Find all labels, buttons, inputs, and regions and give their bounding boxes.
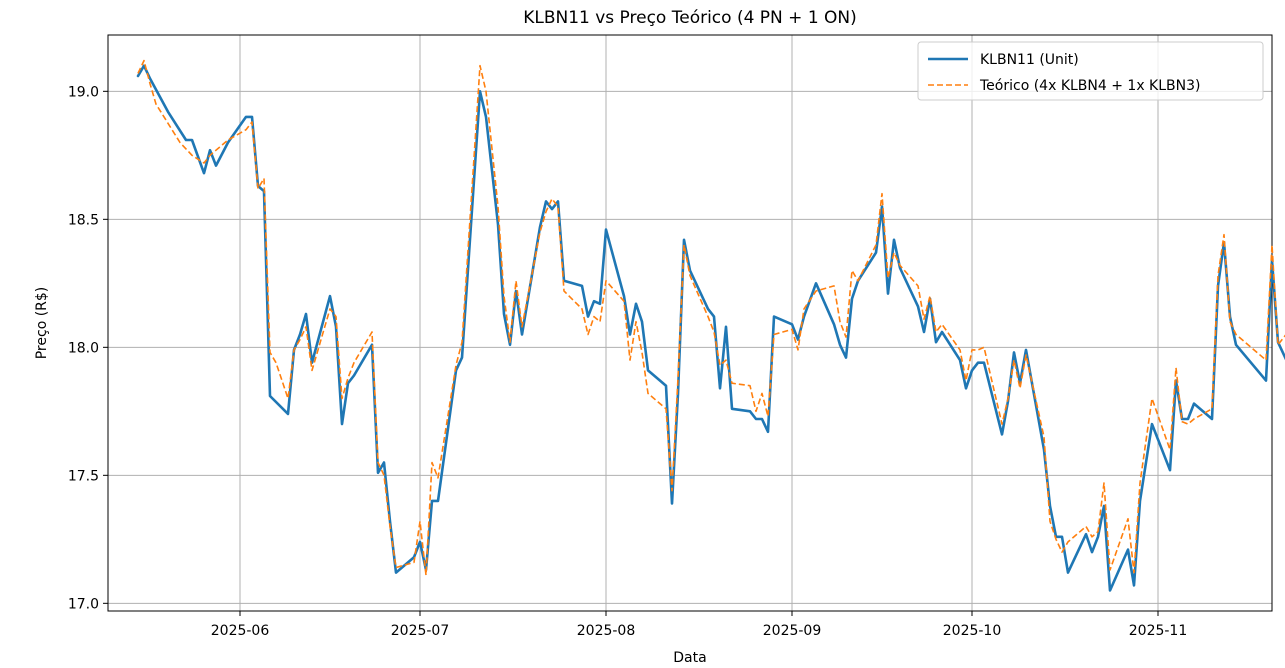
y-tick-label: 17.5 bbox=[68, 468, 99, 484]
x-tick-label: 2025-06 bbox=[211, 623, 270, 639]
y-tick-label: 19.0 bbox=[68, 84, 99, 100]
plot-area-frame bbox=[107, 34, 1273, 612]
legend: KLBN11 (Unit) Teórico (4x KLBN4 + 1x KLB… bbox=[917, 41, 1264, 101]
y-axis-label: Preço (R$) bbox=[34, 287, 50, 360]
y-tick-label: 17.0 bbox=[68, 596, 99, 612]
x-tick-label: 2025-09 bbox=[763, 623, 822, 639]
y-tick-label: 18.0 bbox=[68, 340, 99, 356]
legend-box bbox=[917, 41, 1264, 101]
y-tick-label: 18.5 bbox=[68, 212, 99, 228]
x-tick-label: 2025-11 bbox=[1129, 623, 1188, 639]
x-tick-label: 2025-08 bbox=[577, 623, 636, 639]
x-tick-label: 2025-10 bbox=[943, 623, 1002, 639]
axis-ticks: 2025-06 2025-07 2025-08 2025-09 2025-10 2025-… bbox=[68, 84, 1187, 639]
x-tick-label: 2025-07 bbox=[391, 623, 450, 639]
series-line-teorico bbox=[137, 59, 1285, 577]
series-line-klbn11 bbox=[136, 64, 1285, 592]
x-axis-label: Data bbox=[673, 650, 706, 666]
legend-label-teorico: Teórico (4x KLBN4 + 1x KLBN3) bbox=[979, 78, 1200, 94]
legend-label-klbn11: KLBN11 (Unit) bbox=[980, 52, 1079, 68]
chart-title: KLBN11 vs Preço Teórico (4 PN + 1 ON) bbox=[523, 8, 857, 28]
series-layer bbox=[136, 59, 1285, 592]
